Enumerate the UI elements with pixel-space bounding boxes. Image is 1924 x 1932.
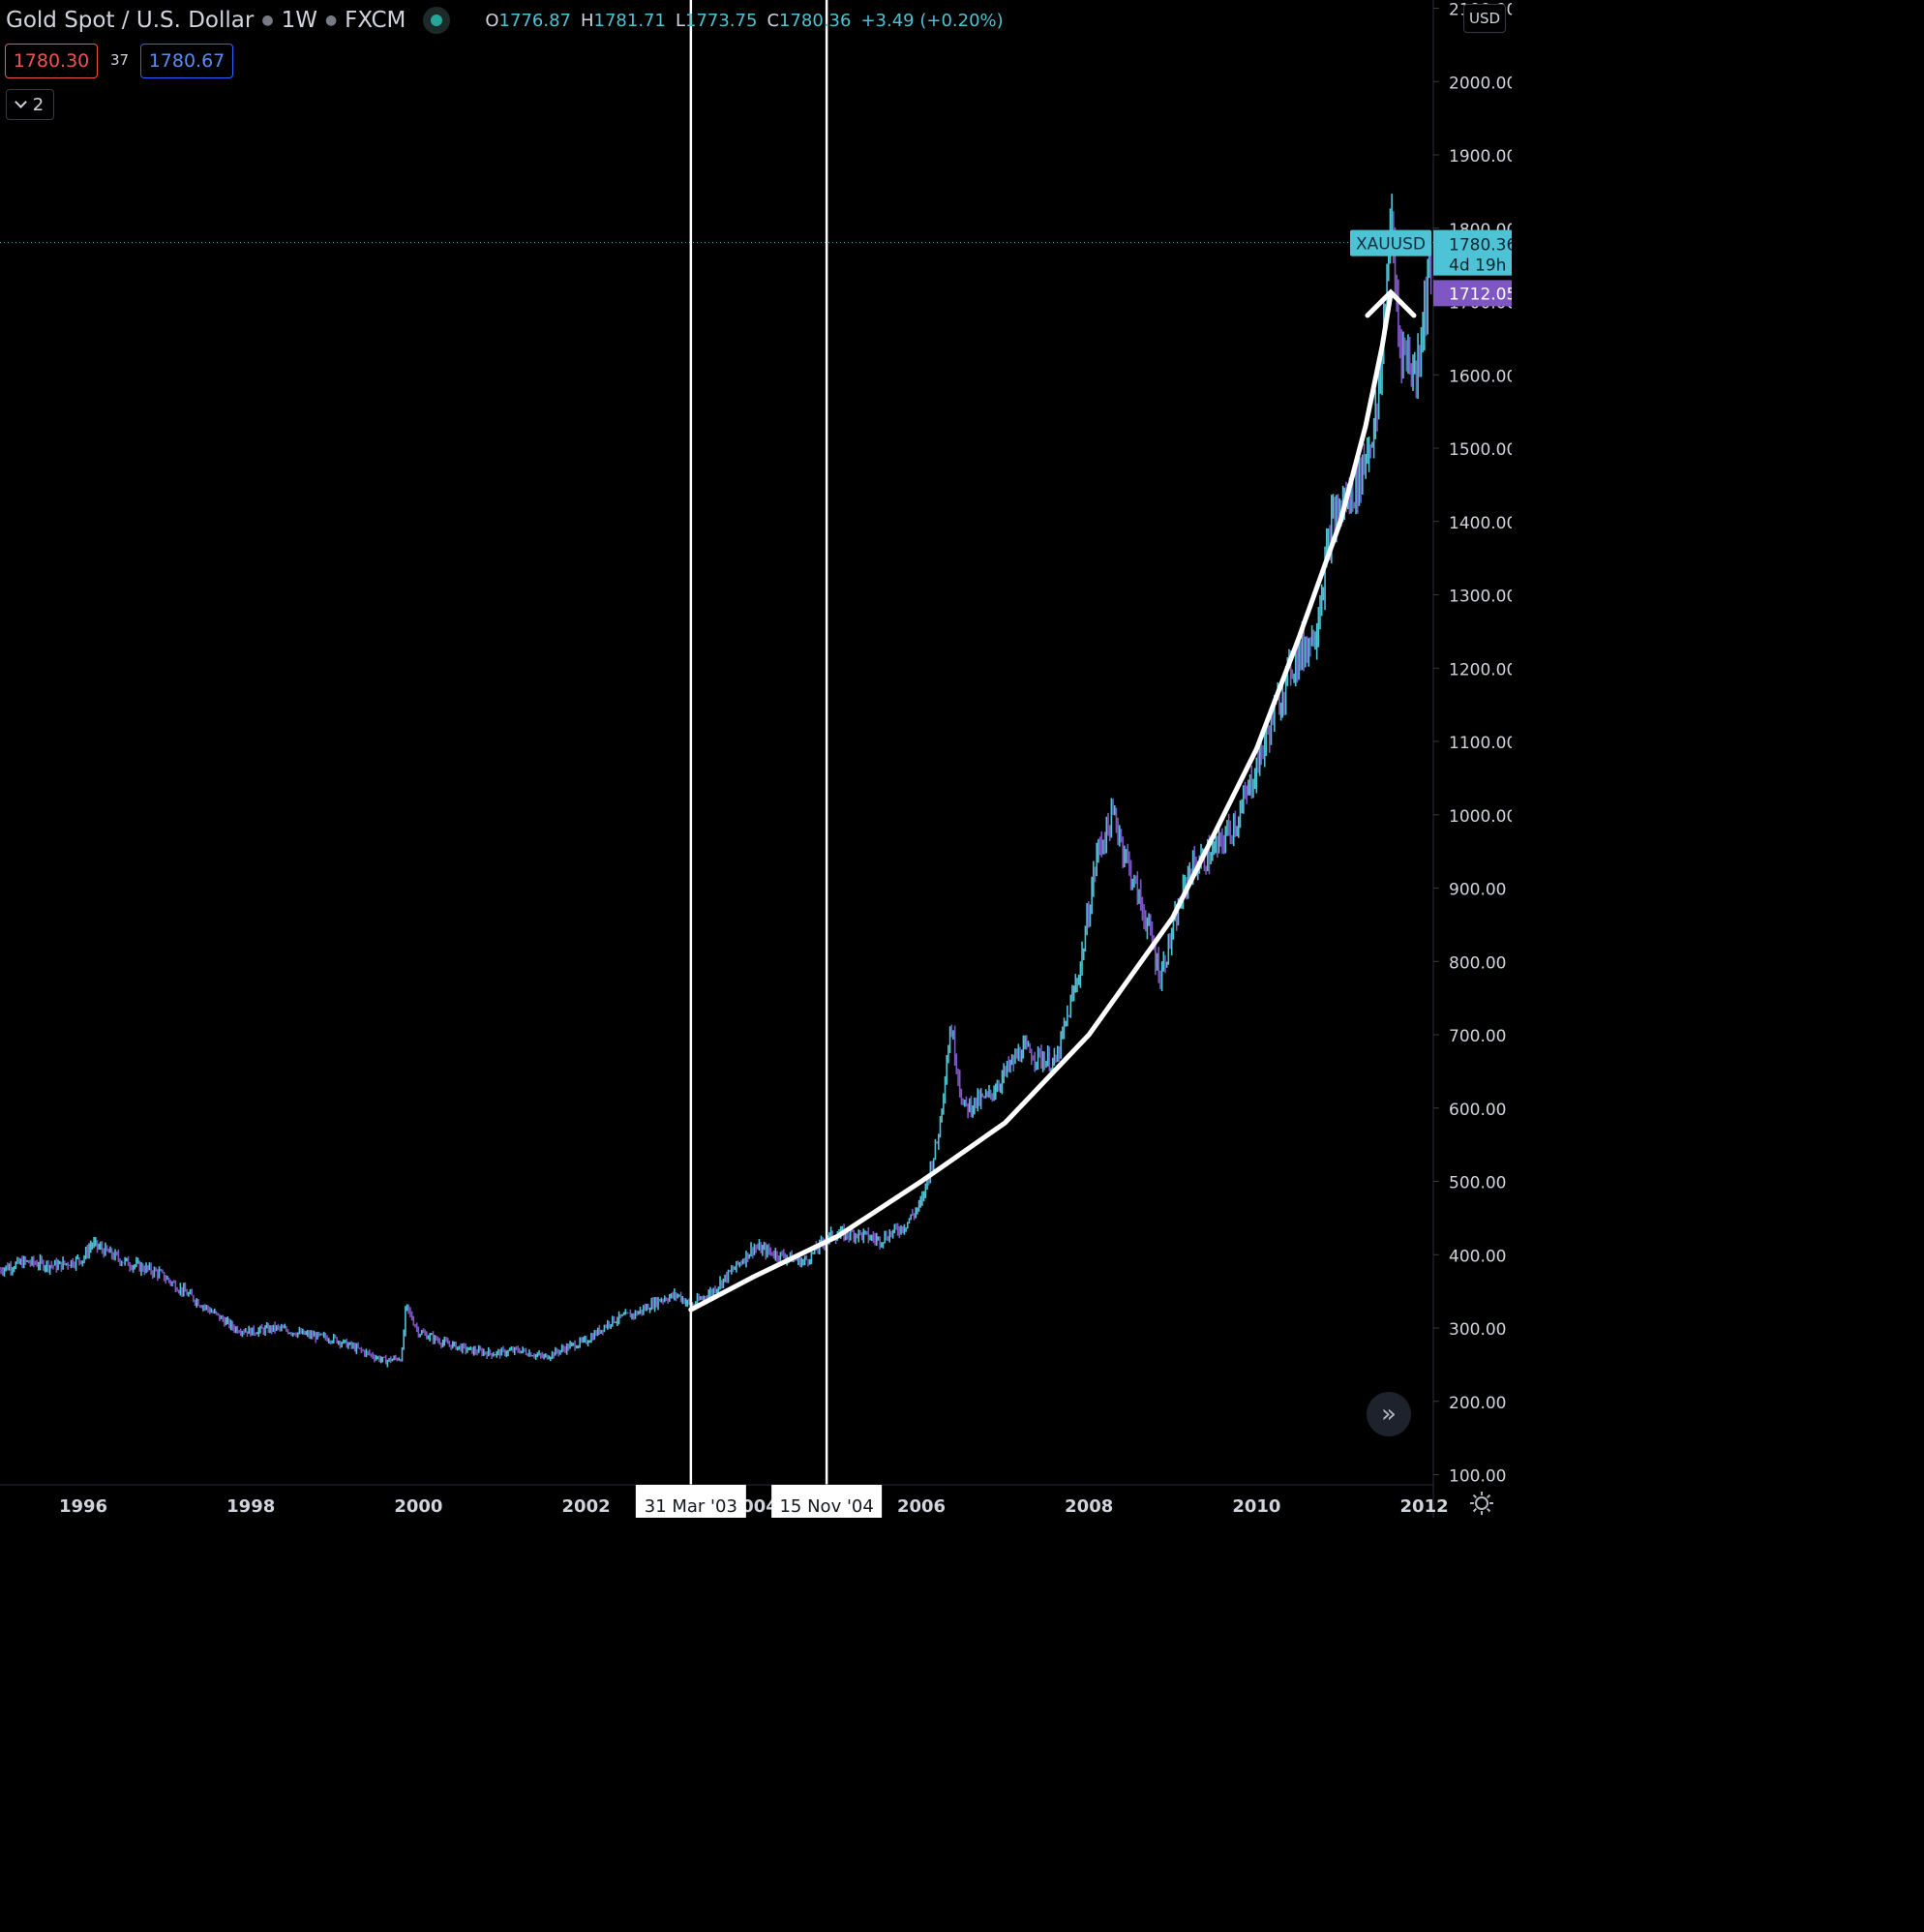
time-marker-label: 31 Mar '03 bbox=[645, 1496, 737, 1517]
y-tick-label: 1000.00 bbox=[1449, 807, 1512, 827]
y-tick-label: 1500.00 bbox=[1449, 440, 1512, 460]
bar-countdown-label: 4d 19h bbox=[1449, 257, 1506, 276]
y-tick-label: 900.00 bbox=[1449, 881, 1506, 900]
time-marker-label: 15 Nov '04 bbox=[779, 1496, 873, 1517]
x-tick-label: 1998 bbox=[226, 1496, 275, 1517]
scroll-to-realtime-button[interactable]: » bbox=[1367, 1392, 1411, 1436]
chart-stage[interactable]: 100.00 200.00 300.00 400.00 500.00 600.00 700.… bbox=[0, 0, 1512, 1518]
y-tick-label: 2000.00 bbox=[1449, 74, 1512, 93]
time-marker-bg bbox=[635, 1485, 746, 1518]
x-tick-label: 2010 bbox=[1232, 1496, 1280, 1517]
ohlc-low: L1773.75 bbox=[675, 10, 758, 31]
symbol-tag-label: XAUUSD bbox=[1356, 235, 1426, 255]
arrow-head-drawing[interactable] bbox=[1365, 288, 1417, 318]
y-tick-label: 600.00 bbox=[1449, 1101, 1506, 1120]
x-tick-label: 2000 bbox=[394, 1496, 442, 1517]
indicator-price-tag-bg bbox=[1433, 280, 1512, 307]
chevron-down-icon bbox=[14, 96, 27, 108]
market-status-icon bbox=[431, 15, 443, 26]
y-tick-label: 1900.00 bbox=[1449, 147, 1512, 166]
indicators-count: 2 bbox=[32, 94, 45, 115]
y-tick-label: 1200.00 bbox=[1449, 660, 1512, 679]
symbol-name[interactable]: Gold Spot / U.S. Dollar bbox=[6, 8, 255, 33]
spread-value: 37 bbox=[110, 51, 130, 69]
symbol-header: Gold Spot / U.S. Dollar ● 1W ● FXCM O177… bbox=[6, 8, 1004, 33]
gear-icon[interactable] bbox=[1469, 1491, 1494, 1516]
y-tick-label: 200.00 bbox=[1449, 1394, 1506, 1413]
y-tick-label: 1300.00 bbox=[1449, 588, 1512, 607]
y-tick-label: 400.00 bbox=[1449, 1247, 1506, 1266]
ohlc-close: C1780.36 bbox=[767, 10, 852, 31]
currency-button[interactable]: USD bbox=[1463, 4, 1506, 33]
y-tick-label: 700.00 bbox=[1449, 1027, 1506, 1046]
double-chevron-right-icon: » bbox=[1381, 1400, 1397, 1429]
price-chart[interactable]: 100.00 200.00 300.00 400.00 500.00 600.00 700.… bbox=[0, 0, 1512, 1518]
y-tick-label: 100.00 bbox=[1449, 1467, 1506, 1487]
y-tick-label: 1400.00 bbox=[1449, 514, 1512, 533]
sell-price-button[interactable]: 1780.30 bbox=[5, 44, 98, 78]
x-tick-label: 2012 bbox=[1400, 1496, 1449, 1517]
symbol-tag-bg bbox=[1350, 229, 1431, 257]
price-change: +3.49 (+0.20%) bbox=[860, 10, 1004, 31]
y-tick-label: 1600.00 bbox=[1449, 367, 1512, 386]
curve-drawing[interactable] bbox=[688, 291, 1394, 1313]
x-tick-label: 2008 bbox=[1065, 1496, 1113, 1517]
y-tick-label: 800.00 bbox=[1449, 953, 1506, 973]
last-price-tag-bg bbox=[1433, 229, 1512, 276]
y-tick-label: 300.00 bbox=[1449, 1320, 1506, 1340]
ohlc-high: H1781.71 bbox=[580, 10, 666, 31]
price-axis[interactable]: 100.00 200.00 300.00 400.00 500.00 600.00 700.… bbox=[1433, 1, 1512, 1487]
indicators-toggle-button[interactable]: 2 bbox=[6, 89, 54, 120]
indicator-price-tag-label: 1712.05 bbox=[1449, 285, 1512, 304]
ohlc-open: O1776.87 bbox=[485, 10, 571, 31]
x-tick-label: 2002 bbox=[562, 1496, 611, 1517]
x-tick-label: 2006 bbox=[897, 1496, 946, 1517]
last-price-tag-label: 1780.36 bbox=[1449, 236, 1512, 256]
x-tick-label: 1996 bbox=[59, 1496, 107, 1517]
exchange-label: FXCM bbox=[345, 8, 406, 33]
y-tick-label: 500.00 bbox=[1449, 1174, 1506, 1193]
y-tick-label: 1100.00 bbox=[1449, 734, 1512, 753]
buy-price-button[interactable]: 1780.67 bbox=[140, 44, 233, 78]
time-marker-bg bbox=[771, 1485, 883, 1518]
interval-label[interactable]: 1W bbox=[281, 8, 317, 33]
